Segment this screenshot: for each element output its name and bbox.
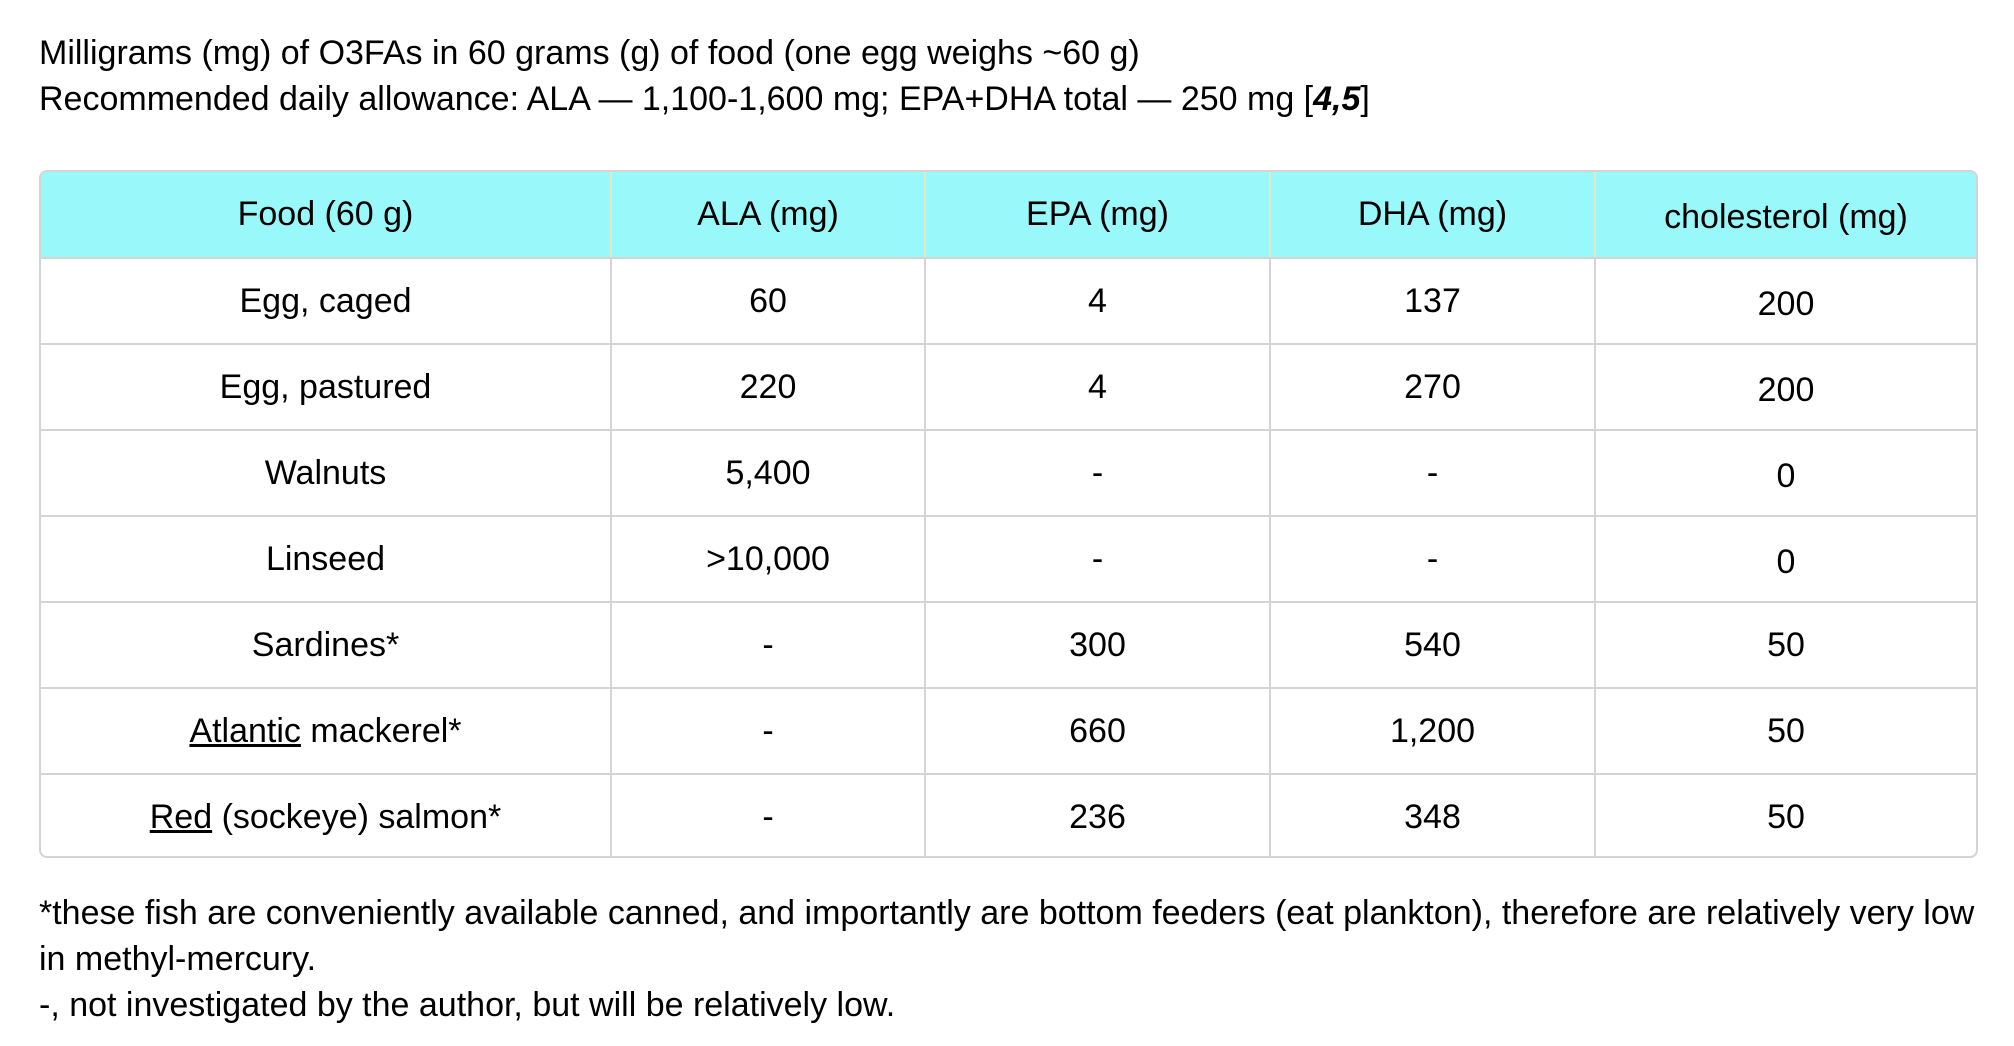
ala-cell: -	[611, 602, 926, 689]
dha-cell: 270	[1270, 344, 1596, 431]
food-cell: Linseed	[41, 516, 612, 603]
table-row: Linseed >10,000 - - 0	[41, 516, 1976, 603]
intro-text: Milligrams (mg) of O3FAs in 60 grams (g)…	[39, 30, 1989, 122]
food-cell: Egg, pastured	[41, 344, 612, 431]
food-cell: Walnuts	[41, 430, 612, 517]
epa-cell: 4	[925, 258, 1271, 345]
header-cholesterol: cholesterol (mg)	[1595, 172, 1976, 259]
cholesterol-cell: 200	[1595, 258, 1976, 345]
food-name: Linseed	[265, 539, 386, 578]
food-cell: Atlantic mackerel*	[41, 688, 612, 775]
intro-line-2: Recommended daily allowance: ALA — 1,100…	[39, 76, 1989, 122]
allowance-text: Recommended daily allowance: ALA — 1,100…	[39, 80, 1314, 118]
epa-cell: 4	[925, 344, 1271, 431]
ala-cell: -	[611, 688, 926, 775]
footnote-dash: -, not investigated by the author, but w…	[39, 986, 896, 1024]
food-name: Sardines*	[251, 625, 400, 664]
cholesterol-cell: 0	[1595, 516, 1976, 603]
cholesterol-cell: 0	[1595, 430, 1976, 517]
cholesterol-cell: 50	[1767, 798, 1805, 836]
dha-cell: -	[1270, 516, 1596, 603]
intro-line-1: Milligrams (mg) of O3FAs in 60 grams (g)…	[39, 34, 1140, 72]
food-name: Egg, pastured	[219, 367, 432, 406]
table-row: Walnuts 5,400 - - 0	[41, 430, 1976, 517]
header-epa: EPA (mg)	[925, 172, 1271, 259]
header-ala: ALA (mg)	[611, 172, 926, 259]
table-row: Red (sockeye) salmon* - 236 348 50	[41, 774, 1976, 856]
epa-cell: -	[925, 430, 1271, 517]
footnotes: *these fish are conveniently available c…	[39, 890, 1989, 1028]
table-row: Sardines* - 300 540 50	[41, 602, 1976, 689]
epa-cell: 300	[925, 602, 1271, 689]
allowance-close: ]	[1360, 80, 1370, 118]
o3fa-table-container: Food (60 g) ALA (mg) EPA (mg) DHA (mg) c…	[39, 170, 1978, 858]
cholesterol-cell: 50	[1595, 602, 1976, 689]
dha-cell: 137	[1270, 258, 1596, 345]
table-row: Egg, pastured 220 4 270 200	[41, 344, 1976, 431]
ala-cell: 60	[611, 258, 926, 345]
food-cell: Egg, caged	[41, 258, 612, 345]
footnote-fish: *these fish are conveniently available c…	[39, 894, 1975, 978]
cholesterol-cell: 50	[1595, 688, 1976, 775]
epa-cell: 236	[925, 774, 1271, 856]
food-underlined: Atlantic	[189, 711, 301, 750]
dha-cell: 540	[1270, 602, 1596, 689]
epa-cell: -	[925, 516, 1271, 603]
reference-link[interactable]: 4,5	[1313, 80, 1361, 118]
epa-cell: 660	[925, 688, 1271, 775]
food-cell: Sardines*	[41, 602, 612, 689]
food-name: Egg, caged	[239, 281, 412, 320]
food-underlined: Red	[149, 798, 213, 836]
ala-cell: 220	[611, 344, 926, 431]
header-dha: DHA (mg)	[1270, 172, 1596, 259]
food-name: (sockeye) salmon*	[212, 798, 502, 836]
table-row: Atlantic mackerel* - 660 1,200 50	[41, 688, 1976, 775]
ala-cell: 5,400	[611, 430, 926, 517]
dha-cell: -	[1270, 430, 1596, 517]
food-cell: Red (sockeye) salmon*	[41, 774, 612, 856]
ala-cell: -	[611, 774, 926, 856]
dha-cell: 348	[1270, 774, 1596, 856]
table-row: Egg, caged 60 4 137 200	[41, 258, 1976, 345]
food-name: Walnuts	[264, 453, 387, 492]
cholesterol-cell: 200	[1595, 344, 1976, 431]
ala-cell: >10,000	[611, 516, 926, 603]
dha-cell: 1,200	[1270, 688, 1596, 775]
table-header-row: Food (60 g) ALA (mg) EPA (mg) DHA (mg) c…	[41, 172, 1976, 259]
food-name: mackerel*	[300, 711, 462, 750]
header-food: Food (60 g)	[41, 172, 612, 259]
o3fa-table: Food (60 g) ALA (mg) EPA (mg) DHA (mg) c…	[41, 172, 1976, 856]
